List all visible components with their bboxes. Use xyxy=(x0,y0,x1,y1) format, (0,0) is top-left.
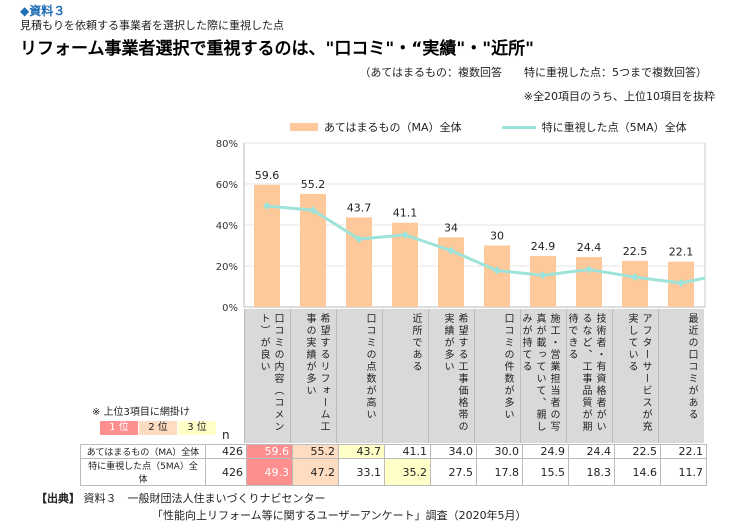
rank-badge-1: 1 位 xyxy=(100,421,138,435)
line-point xyxy=(309,206,317,215)
legend-item-bar: あてはまるもの（MA）全体 xyxy=(290,119,462,135)
source-label: 【出典】 xyxy=(36,492,80,505)
bar xyxy=(530,255,556,307)
rank-note: ※ 上位3項目に網掛け xyxy=(92,407,190,418)
category-label: アフターサービスが充実している xyxy=(612,309,658,443)
bar-value-label: 30 xyxy=(490,230,504,243)
n-header: n xyxy=(222,428,230,442)
legend-label: あてはまるもの（MA）全体 xyxy=(324,121,462,134)
cell-value: 24.9 xyxy=(522,444,569,459)
line-point xyxy=(355,235,363,244)
bar-value-label: 24.9 xyxy=(531,240,556,253)
bar-value-label: 22.5 xyxy=(623,245,648,258)
cell-value: 59.6 xyxy=(246,444,293,459)
bar-value-label: 24.4 xyxy=(577,241,602,254)
legend-bar-swatch xyxy=(290,123,318,131)
page-title: リフォーム事業者選択で重視するのは、"口コミ"・“実績"・"近所" xyxy=(20,39,534,59)
table-row: あてはまるもの（MA）全体 426 59.6 55.2 43.7 41.1 34.0 30.0… xyxy=(80,444,707,459)
category-label: 技術者・有資格者がいるなど、工事品質が期待できる xyxy=(566,309,612,443)
y-tick-label: 60% xyxy=(216,180,238,191)
rank-badge-3: 3 位 xyxy=(178,421,216,435)
line-point xyxy=(401,230,409,239)
line-tail xyxy=(680,276,706,285)
bar-value-label: 34 xyxy=(444,221,458,234)
bar xyxy=(576,256,602,307)
y-tick-label: 0% xyxy=(222,303,238,314)
y-tick-label: 80% xyxy=(216,139,238,150)
bar xyxy=(484,245,510,307)
source-line2: 「性能向上リフォーム等に関するユーザーアンケート」調査（2020年5月） xyxy=(152,509,527,522)
category-label: 希望するリフォーム工事の実績が多い xyxy=(290,309,336,443)
legend: あてはまるもの（MA）全体 特に重視した点（5MA）全体 xyxy=(290,119,687,135)
line-point xyxy=(493,266,501,275)
table-row: 特に重視した点（5MA）全体 426 49.3 47.2 33.1 35.2 27.5 17.… xyxy=(80,458,707,486)
cell-value: 17.8 xyxy=(476,458,523,486)
cell-value: 22.1 xyxy=(660,444,707,459)
legend-label: 特に重視した点（5MA）全体 xyxy=(541,121,687,134)
line-point xyxy=(447,246,455,255)
source-line1: 資料３ 一般財団法人住まいづくりナビセンター xyxy=(83,492,326,505)
category-label: 希望する工事価格帯の実績が多い xyxy=(428,309,474,443)
cell-value: 43.7 xyxy=(338,444,385,459)
cell-value: 15.5 xyxy=(522,458,569,486)
cell-value: 55.2 xyxy=(292,444,339,459)
subtitle: 見積もりを依頼する事業者を選択した際に重視した点 xyxy=(20,19,284,32)
category-label: 最近の口コミがある xyxy=(658,309,704,443)
source: 【出典】 資料３ 一般財団法人住まいづくりナビセンター xyxy=(36,490,326,506)
row-label: 特に重視した点（5MA）全体 xyxy=(80,458,206,486)
bar xyxy=(346,217,372,307)
line-point xyxy=(585,265,593,274)
cell-value: 34.0 xyxy=(430,444,477,459)
cell-value: 33.1 xyxy=(338,458,385,486)
cell-value: 24.4 xyxy=(568,444,615,459)
scope-note: ※全20項目のうち、上位10項目を抜粋 xyxy=(523,90,715,103)
bar-value-label: 59.6 xyxy=(255,169,280,182)
answer-note: （あてはまるもの：複数回答 特に重視した点：5つまで複数回答） xyxy=(359,66,707,79)
row-label: あてはまるもの（MA）全体 xyxy=(80,444,206,459)
rank-badge-2: 2 位 xyxy=(139,421,177,435)
cell-value: 35.2 xyxy=(384,458,431,486)
line-point xyxy=(539,271,547,280)
cell-value: 27.5 xyxy=(430,458,477,486)
category-label: 近所である xyxy=(382,309,428,443)
cell-value: 22.5 xyxy=(614,444,661,459)
line-series xyxy=(266,204,682,285)
bar-value-label: 43.7 xyxy=(347,201,372,214)
cell-value: 14.6 xyxy=(614,458,661,486)
line-point xyxy=(263,201,271,210)
bar-value-label: 55.2 xyxy=(301,178,326,191)
cell-value: 47.2 xyxy=(292,458,339,486)
cell-value: 41.1 xyxy=(384,444,431,459)
bar-value-label: 22.1 xyxy=(669,246,694,259)
legend-line-swatch xyxy=(501,125,536,129)
data-table: あてはまるもの（MA）全体 426 59.6 55.2 43.7 41.1 34.0 30.0… xyxy=(80,444,707,486)
y-tick-label: 40% xyxy=(216,221,238,232)
y-tick-label: 20% xyxy=(216,262,238,273)
line-point xyxy=(631,273,639,282)
n-value: 426 xyxy=(205,444,247,459)
cell-value: 18.3 xyxy=(568,458,615,486)
category-label: 口コミの内容（コメント）が良い xyxy=(244,309,290,443)
cell-value: 11.7 xyxy=(660,458,707,486)
category-label: 口コミの件数が多い xyxy=(474,309,520,443)
category-label: 施工・営業担当者の写真が載っていて、親しみが持てる xyxy=(520,309,566,443)
category-label: 口コミの点数が高い xyxy=(336,309,382,443)
legend-item-line: 特に重視した点（5MA）全体 xyxy=(501,119,687,135)
cell-value: 30.0 xyxy=(476,444,523,459)
cell-value: 49.3 xyxy=(246,458,293,486)
bar xyxy=(622,260,648,307)
document-label: ◆資料３ xyxy=(20,4,66,18)
n-value: 426 xyxy=(205,458,247,486)
bar-value-label: 41.1 xyxy=(393,207,418,220)
